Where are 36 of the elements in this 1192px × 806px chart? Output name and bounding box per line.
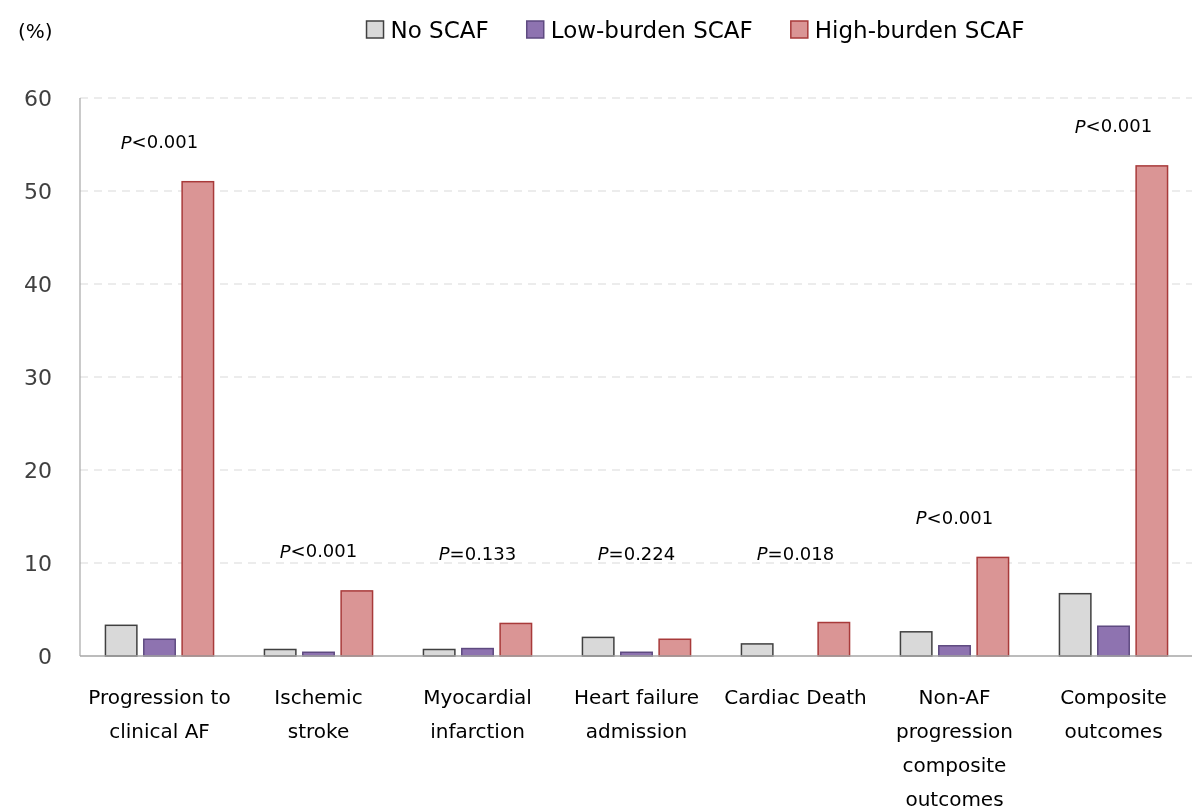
x-tick-label: Non-AF progression composite outcomes xyxy=(896,685,1013,806)
bar xyxy=(181,180,215,657)
annotation: P<0.001 xyxy=(120,131,199,153)
bar xyxy=(1058,592,1092,657)
x-tick-label: Progression to clinical AF xyxy=(88,685,231,743)
x-tick-label: Composite outcomes xyxy=(1060,685,1167,743)
annotation: P=0.133 xyxy=(438,542,517,564)
bar xyxy=(104,624,138,657)
x-tick-label: Ischemic stroke xyxy=(274,685,363,743)
x-tick-label: Myocardial infarction xyxy=(423,685,532,743)
bar xyxy=(1135,165,1169,657)
x-tick-label: Cardiac Death xyxy=(724,685,867,709)
annotation: P<0.001 xyxy=(1074,115,1153,137)
y-tick-label: 40 xyxy=(24,271,52,297)
annotation: P=0.018 xyxy=(756,542,835,564)
y-tick-label: 20 xyxy=(24,457,52,483)
y-tick-label: 0 xyxy=(38,643,52,669)
annotation: P=0.224 xyxy=(597,542,676,564)
annotation: P<0.001 xyxy=(279,540,358,562)
legend-label: No SCAF xyxy=(390,17,489,43)
x-tick-label: Heart failure admission xyxy=(573,685,700,743)
bar xyxy=(499,622,533,657)
bar xyxy=(899,631,933,657)
bar xyxy=(976,556,1010,657)
legend-label: High-burden SCAF xyxy=(814,17,1025,43)
bar xyxy=(581,636,615,657)
bar xyxy=(1097,625,1130,657)
legend-label: Low-burden SCAF xyxy=(550,17,753,43)
y-tick-label: 50 xyxy=(24,178,52,204)
y-tick-label: 30 xyxy=(24,364,52,390)
y-tick-label: 10 xyxy=(24,550,52,576)
y-tick-label: 60 xyxy=(24,85,52,111)
y-axis-title: (%) xyxy=(18,19,53,43)
bar xyxy=(817,621,851,657)
annotation: P<0.001 xyxy=(915,506,994,528)
bar xyxy=(340,590,374,657)
